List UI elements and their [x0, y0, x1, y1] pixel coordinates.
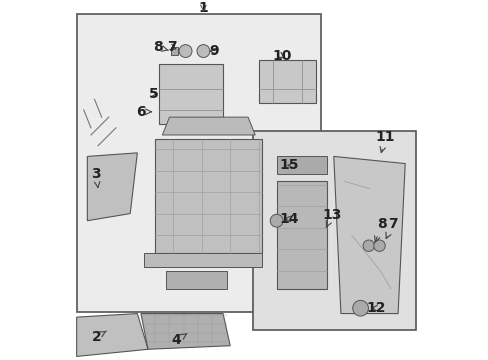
Circle shape [197, 45, 209, 58]
Text: 15: 15 [279, 158, 298, 172]
Text: 11: 11 [375, 130, 394, 153]
Text: 7: 7 [385, 217, 397, 238]
Text: 8: 8 [153, 40, 168, 54]
Text: 9: 9 [209, 44, 219, 58]
Text: 10: 10 [272, 49, 291, 63]
Polygon shape [258, 60, 315, 103]
Text: 8: 8 [374, 217, 386, 242]
Bar [77, 14, 321, 312]
Polygon shape [87, 153, 137, 221]
Text: 4: 4 [171, 333, 186, 347]
Polygon shape [159, 64, 223, 124]
Polygon shape [155, 139, 262, 253]
Polygon shape [171, 48, 178, 55]
Bar [253, 131, 415, 330]
Polygon shape [333, 156, 405, 314]
Text: 1: 1 [198, 1, 208, 15]
Circle shape [179, 45, 192, 58]
Polygon shape [144, 253, 262, 267]
Text: 14: 14 [279, 212, 298, 226]
Text: 2: 2 [91, 330, 106, 344]
Polygon shape [141, 314, 230, 349]
Circle shape [362, 240, 374, 251]
Text: 7: 7 [167, 40, 177, 54]
Polygon shape [162, 117, 255, 135]
Circle shape [352, 300, 367, 316]
Text: 13: 13 [322, 208, 341, 228]
Polygon shape [276, 181, 326, 289]
Polygon shape [276, 156, 326, 174]
Circle shape [270, 214, 283, 227]
Circle shape [373, 240, 385, 251]
Text: 3: 3 [91, 167, 101, 188]
Text: 5: 5 [148, 87, 158, 101]
Polygon shape [165, 271, 226, 289]
Text: 12: 12 [366, 301, 386, 315]
Text: 6: 6 [136, 105, 151, 119]
Polygon shape [77, 314, 148, 356]
